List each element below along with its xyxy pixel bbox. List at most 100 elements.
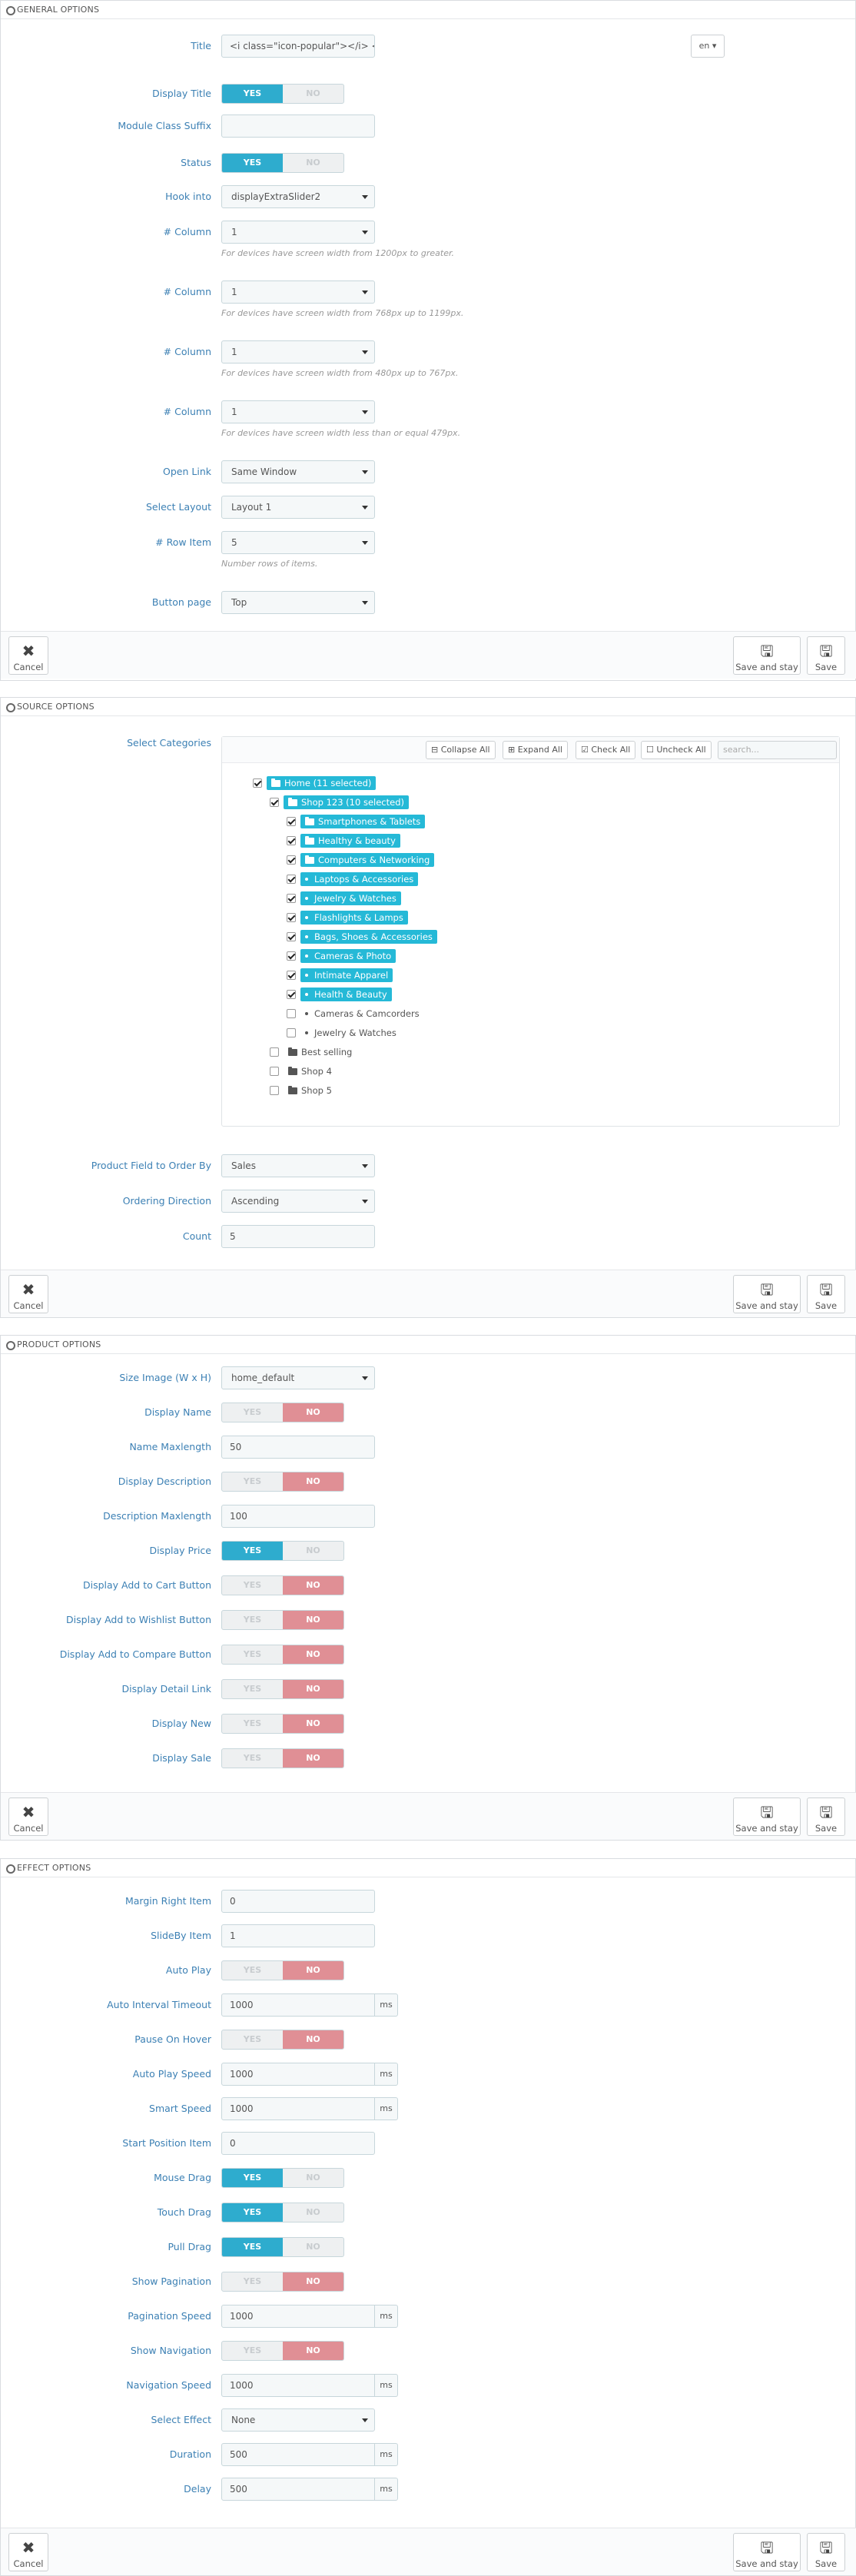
display-desc-switch[interactable]: YES NO [221,1472,344,1492]
desc-max-input[interactable]: 100 [221,1505,375,1528]
cancel-button[interactable]: ✖ Cancel [8,2533,48,2571]
tree-node-checkbox[interactable] [287,855,296,865]
tree-node[interactable]: Flashlights & Lamps [287,910,408,925]
sale-switch[interactable]: YES NO [221,1748,344,1768]
name-max-input[interactable]: 50 [221,1436,375,1459]
tree-node-checkbox[interactable] [287,1009,296,1018]
tree-node-label[interactable]: Computers & Networking [300,853,435,867]
cancel-button[interactable]: ✖ Cancel [8,636,48,675]
tree-node[interactable]: Bags, Shoes & Accessories [287,929,437,944]
tree-node-label[interactable]: Best selling [284,1045,357,1059]
smart-speed-input[interactable]: 1000 [221,2097,375,2120]
column-md-select[interactable]: 1 [221,281,375,304]
tree-node[interactable]: Home (11 selected) [253,775,377,791]
tree-node-checkbox[interactable] [287,913,296,922]
tree-node-label[interactable]: Cameras & Camcorders [300,1007,424,1021]
start-input[interactable]: 0 [221,2132,375,2155]
save-and-stay-button[interactable]: 🖫 Save and stay [733,1798,801,1836]
tree-node-checkbox[interactable] [287,894,296,903]
tree-node-label[interactable]: Bags, Shoes & Accessories [300,930,437,944]
tree-node-checkbox[interactable] [287,971,296,980]
tree-node-checkbox[interactable] [287,990,296,999]
cancel-button[interactable]: ✖ Cancel [8,1798,48,1836]
tree-node-checkbox[interactable] [270,1086,279,1095]
display-title-switch[interactable]: YES NO [221,84,344,104]
collapse-all-button[interactable]: ⊟ Collapse All [426,741,496,759]
tree-node[interactable]: Health & Beauty [287,987,392,1002]
tree-node-label[interactable]: Shop 5 [284,1084,337,1097]
tree-node-label[interactable]: Home (11 selected) [267,776,377,790]
tree-node-checkbox[interactable] [287,817,296,826]
pause-switch[interactable]: YES NO [221,2030,344,2050]
tree-node-label[interactable]: Smartphones & Tablets [300,815,426,828]
size-select[interactable]: home_default [221,1366,375,1389]
touch-drag-switch[interactable]: YES NO [221,2203,344,2222]
column-sm-select[interactable]: 1 [221,340,375,363]
cart-switch[interactable]: YES NO [221,1575,344,1595]
tree-node-checkbox[interactable] [270,798,279,807]
effect-select[interactable]: None [221,2408,375,2432]
interval-input[interactable]: 1000 [221,1993,375,2017]
order-by-select[interactable]: Sales [221,1154,375,1177]
check-all-button[interactable]: ☑ Check All [576,741,636,759]
tree-node-checkbox[interactable] [287,932,296,941]
tree-node-checkbox[interactable] [287,951,296,961]
tree-node[interactable]: Shop 4 [270,1064,337,1079]
tree-node-checkbox[interactable] [287,875,296,884]
tree-node-label[interactable]: Shop 123 (10 selected) [284,795,409,809]
tree-node-label[interactable]: Healthy & beauty [300,834,400,848]
save-button[interactable]: 🖫 Save [807,1798,845,1836]
save-button[interactable]: 🖫 Save [807,2533,845,2571]
tree-node[interactable]: Intimate Apparel [287,968,393,983]
autoplay-switch[interactable]: YES NO [221,1960,344,1980]
compare-switch[interactable]: YES NO [221,1645,344,1665]
navigation-switch[interactable]: YES NO [221,2341,344,2361]
detail-switch[interactable]: YES NO [221,1679,344,1699]
nav-speed-input[interactable]: 1000 [221,2374,375,2397]
expand-all-button[interactable]: ⊞ Expand All [503,741,568,759]
tree-node[interactable]: Smartphones & Tablets [287,814,426,829]
suffix-input[interactable] [221,115,375,138]
autoplay-speed-input[interactable]: 1000 [221,2063,375,2086]
wishlist-switch[interactable]: YES NO [221,1610,344,1630]
tree-node[interactable]: Computers & Networking [287,852,435,868]
display-price-switch[interactable]: YES NO [221,1541,344,1561]
tree-node[interactable]: Shop 5 [270,1083,337,1098]
direction-select[interactable]: Ascending [221,1190,375,1213]
open-link-select[interactable]: Same Window [221,460,375,483]
status-switch[interactable]: YES NO [221,153,344,173]
pag-speed-input[interactable]: 1000 [221,2305,375,2328]
count-input[interactable]: 5 [221,1225,375,1248]
tree-node-checkbox[interactable] [270,1067,279,1076]
tree-node-label[interactable]: Jewelry & Watches [300,891,401,905]
tree-node[interactable]: Cameras & Photo [287,948,396,964]
tree-node-checkbox[interactable] [287,1028,296,1037]
margin-input[interactable]: 0 [221,1890,375,1913]
pull-drag-switch[interactable]: YES NO [221,2237,344,2257]
tree-node-label[interactable]: Health & Beauty [300,988,392,1001]
pagination-switch[interactable]: YES NO [221,2272,344,2292]
tree-node-label[interactable]: Intimate Apparel [300,968,393,982]
button-page-select[interactable]: Top [221,591,375,614]
hook-select[interactable]: displayExtraSlider2 [221,185,375,208]
save-and-stay-button[interactable]: 🖫 Save and stay [733,2533,801,2571]
save-button[interactable]: 🖫 Save [807,1275,845,1313]
delay-input[interactable]: 500 [221,2478,375,2501]
layout-select[interactable]: Layout 1 [221,496,375,519]
cancel-button[interactable]: ✖ Cancel [8,1275,48,1313]
column-lg-select[interactable]: 1 [221,221,375,244]
column-xs-select[interactable]: 1 [221,400,375,423]
slideby-input[interactable]: 1 [221,1924,375,1947]
save-and-stay-button[interactable]: 🖫 Save and stay [733,636,801,675]
tree-node[interactable]: Healthy & beauty [287,833,400,848]
tree-node[interactable]: Best selling [270,1044,357,1060]
tree-node-label[interactable]: Shop 4 [284,1064,337,1078]
title-input[interactable]: <i class="icon-popular"></i> <span [221,35,375,58]
tree-node[interactable]: Jewelry & Watches [287,891,401,906]
language-select[interactable]: en ▾ [691,35,725,58]
tree-node-checkbox[interactable] [253,778,262,788]
tree-node-label[interactable]: Jewelry & Watches [300,1026,401,1040]
tree-node-label[interactable]: Laptops & Accessories [300,872,419,886]
tree-node[interactable]: Jewelry & Watches [287,1025,401,1041]
tree-node[interactable]: Cameras & Camcorders [287,1006,424,1021]
